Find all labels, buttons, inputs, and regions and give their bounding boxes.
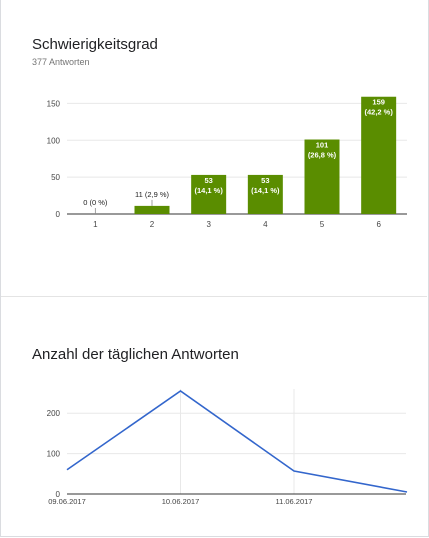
line-y-tick-label: 0 [56, 490, 61, 499]
bar-data-label: 53 [261, 176, 269, 185]
line-x-tick-label: 09.06.2017 [48, 497, 86, 506]
section-divider [1, 296, 427, 297]
bar-x-tick-label: 1 [93, 220, 98, 229]
bar-data-label: 11 (2,9 %) [135, 190, 170, 199]
bar-chart-title: Schwierigkeitsgrad [32, 36, 158, 53]
bar-y-tick-label: 0 [56, 210, 61, 219]
line-chart: 0 100 200 09.06.2017 10.06.2017 11.06.2017 [47, 389, 408, 506]
bar-data-label: (14,1 %) [194, 186, 223, 195]
line-y-tick-label: 200 [47, 409, 61, 418]
bar-data-label: 159 [372, 98, 385, 107]
line-series [66, 390, 408, 493]
bar-y-tick-label: 100 [47, 136, 61, 145]
bar [247, 174, 283, 214]
bar-data-label: 101 [316, 141, 329, 150]
bar-data-label: (26,8 %) [308, 151, 337, 160]
line-y-tick-label: 100 [47, 450, 61, 459]
line-x-tick-label: 10.06.2017 [162, 497, 200, 506]
bar-y-tick-label: 50 [51, 173, 60, 182]
line-x-tick-label: 11.06.2017 [276, 497, 313, 506]
bar [191, 174, 227, 214]
bar-x-tick-label: 3 [206, 220, 211, 229]
bar-x-tick-label: 2 [150, 220, 155, 229]
bar-x-tick-label: 4 [263, 220, 268, 229]
bar-x-tick-label: 6 [376, 220, 381, 229]
bar-data-label: 0 (0 %) [83, 198, 108, 207]
bar-data-label: (42,2 %) [364, 108, 393, 117]
bar [304, 139, 340, 214]
response-count: 377 Antworten [32, 57, 90, 67]
bar-data-label: 53 [204, 176, 212, 185]
bar [134, 205, 170, 214]
bar-x-tick-label: 5 [320, 220, 325, 229]
bar-y-tick-label: 150 [47, 99, 61, 108]
line-chart-title: Anzahl der täglichen Antworten [32, 346, 239, 363]
bar [361, 96, 397, 214]
bar-data-label: (14,1 %) [251, 186, 280, 195]
